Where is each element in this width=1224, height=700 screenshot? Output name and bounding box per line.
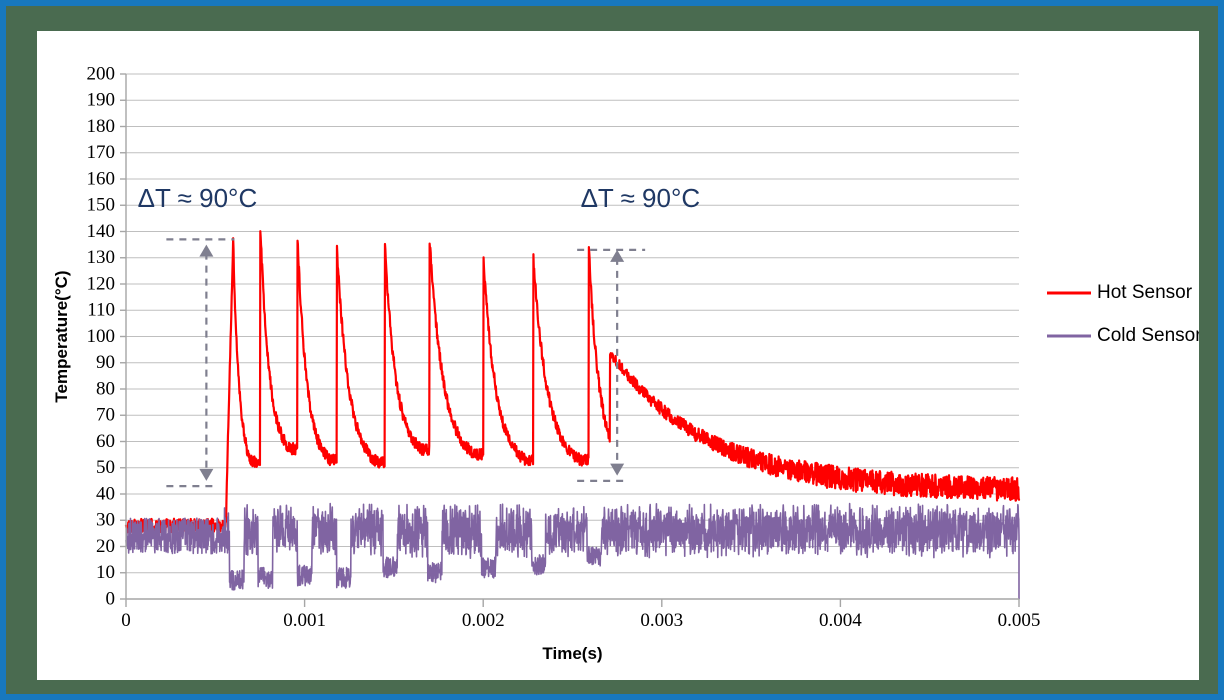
temperature-time-chart: 0 10 20 30 40 50 60 70 80 90 100 110 120 130 140 150 160… [52, 63, 1199, 663]
x-axis-title: Time(s) [542, 644, 602, 663]
y-tick-label: 200 [87, 63, 116, 84]
x-tick-label: 0.002 [462, 610, 505, 631]
legend-label: Cold Sensor [1097, 325, 1199, 346]
legend-label: Hot Sensor [1097, 282, 1193, 303]
y-tick-label: 170 [87, 142, 116, 163]
y-tick-label: 140 [87, 221, 116, 242]
legend-layer: Hot Sensor Cold Sensor [1047, 282, 1199, 346]
series-line-cold-sensor [125, 502, 1020, 600]
y-tick-label: 40 [96, 483, 115, 504]
y-tick-label: 10 [96, 562, 115, 583]
chart-card: 0 10 20 30 40 50 60 70 80 90 100 110 120 130 140 150 160… [37, 31, 1199, 680]
annotations-layer: ΔT ≈ 90°C ΔT ≈ 90°C [138, 183, 701, 488]
y-tick-label: 80 [96, 378, 115, 399]
x-tick-label: 0.001 [283, 610, 326, 631]
y-tick-label: 100 [87, 326, 116, 347]
y-tick-label: 150 [87, 195, 116, 216]
y-tick-label: 190 [87, 90, 116, 111]
axes-layer: 0 0.001 0.002 0.003 0.004 0.005 Time(s) Tempera… [52, 74, 1040, 663]
chart-frame: 0 10 20 30 40 50 60 70 80 90 100 110 120 130 140 150 160… [6, 6, 1218, 694]
legend-item-cold-sensor[interactable]: Cold Sensor [1047, 325, 1199, 346]
y-tick-label: 0 [106, 588, 116, 609]
annotation-arrowhead-up [199, 244, 214, 257]
y-tick-label: 30 [96, 510, 115, 531]
annotation-delta-t-left: ΔT ≈ 90°C [138, 183, 258, 488]
y-tick-label: 60 [96, 431, 115, 452]
y-tick-label: 90 [96, 352, 115, 373]
annotation-arrowhead-up [610, 249, 625, 262]
x-tick-label: 0.004 [819, 610, 862, 631]
x-tick-label: 0.003 [640, 610, 683, 631]
y-tick-label: 130 [87, 247, 116, 268]
y-tick-label: 160 [87, 168, 116, 189]
annotation-delta-t-right: ΔT ≈ 90°C [577, 183, 701, 482]
annotation-label: ΔT ≈ 90°C [581, 183, 701, 213]
y-tick-label: 120 [87, 273, 116, 294]
annotation-label: ΔT ≈ 90°C [138, 183, 258, 213]
legend-item-hot-sensor[interactable]: Hot Sensor [1047, 282, 1193, 303]
y-axis-title: Temperature(°C) [52, 270, 71, 402]
series-layer [124, 230, 1021, 600]
annotation-arrowhead-down [610, 463, 625, 476]
y-tick-label: 70 [96, 405, 115, 426]
y-tick-label: 50 [96, 457, 115, 478]
y-tick-label: 180 [87, 116, 116, 137]
y-tick-label: 110 [87, 300, 115, 321]
series-line-hot-sensor [124, 230, 1021, 534]
annotation-arrowhead-down [199, 468, 214, 481]
y-tick-label: 20 [96, 536, 115, 557]
x-tick-label: 0 [121, 610, 131, 631]
x-tick-label: 0.005 [998, 610, 1041, 631]
